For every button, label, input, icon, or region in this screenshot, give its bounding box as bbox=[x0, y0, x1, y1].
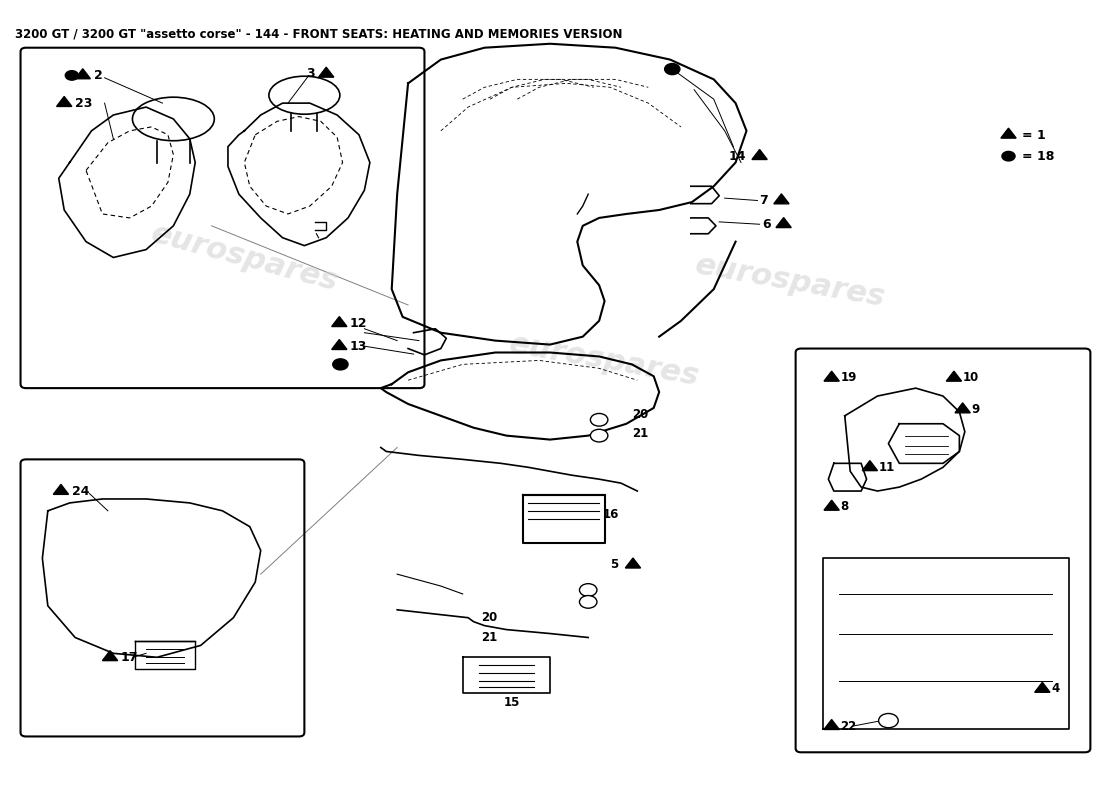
Text: 13: 13 bbox=[349, 340, 366, 353]
FancyBboxPatch shape bbox=[795, 349, 1090, 752]
Text: 19: 19 bbox=[840, 371, 857, 384]
Text: 12: 12 bbox=[349, 317, 366, 330]
Text: 21: 21 bbox=[631, 426, 648, 440]
Text: 15: 15 bbox=[504, 696, 520, 709]
Text: 20: 20 bbox=[481, 611, 497, 624]
Text: 7: 7 bbox=[760, 194, 768, 207]
FancyBboxPatch shape bbox=[21, 459, 305, 737]
Polygon shape bbox=[824, 500, 839, 510]
Polygon shape bbox=[946, 371, 961, 381]
Text: 3200 GT / 3200 GT "assetto corse" - 144 - FRONT SEATS: HEATING AND MEMORIES VERS: 3200 GT / 3200 GT "assetto corse" - 144 … bbox=[15, 28, 623, 41]
Polygon shape bbox=[625, 558, 640, 568]
Polygon shape bbox=[773, 194, 789, 204]
Text: 17: 17 bbox=[121, 650, 139, 664]
Text: 9: 9 bbox=[971, 403, 980, 416]
Text: 8: 8 bbox=[840, 500, 848, 514]
Text: eurospares: eurospares bbox=[147, 218, 341, 297]
Text: 4: 4 bbox=[1052, 682, 1059, 695]
Text: 5: 5 bbox=[610, 558, 619, 571]
Text: 10: 10 bbox=[962, 371, 979, 384]
Text: 2: 2 bbox=[94, 69, 102, 82]
Polygon shape bbox=[319, 67, 334, 77]
Text: = 1: = 1 bbox=[1022, 129, 1045, 142]
Circle shape bbox=[591, 430, 608, 442]
Polygon shape bbox=[1001, 128, 1016, 138]
Text: 21: 21 bbox=[481, 631, 497, 644]
Text: = 18: = 18 bbox=[1022, 150, 1054, 162]
Text: 3: 3 bbox=[307, 67, 316, 80]
Polygon shape bbox=[752, 150, 767, 159]
Polygon shape bbox=[75, 69, 90, 78]
Text: eurospares: eurospares bbox=[693, 250, 888, 312]
Text: 20: 20 bbox=[631, 408, 648, 421]
Text: 14: 14 bbox=[729, 150, 747, 162]
Circle shape bbox=[591, 414, 608, 426]
Circle shape bbox=[65, 70, 78, 80]
Polygon shape bbox=[824, 371, 839, 381]
Polygon shape bbox=[332, 339, 346, 350]
Text: 24: 24 bbox=[72, 485, 89, 498]
Text: 23: 23 bbox=[75, 97, 92, 110]
Polygon shape bbox=[955, 403, 970, 413]
Circle shape bbox=[1002, 151, 1015, 161]
Text: eurospares: eurospares bbox=[507, 330, 702, 391]
Polygon shape bbox=[862, 461, 878, 470]
FancyBboxPatch shape bbox=[21, 48, 425, 388]
Circle shape bbox=[333, 359, 348, 370]
Polygon shape bbox=[1035, 682, 1050, 692]
Text: 22: 22 bbox=[840, 720, 857, 733]
Polygon shape bbox=[824, 719, 839, 730]
Text: 6: 6 bbox=[762, 218, 770, 230]
Circle shape bbox=[879, 714, 899, 728]
Text: 16: 16 bbox=[603, 508, 619, 522]
Polygon shape bbox=[776, 218, 791, 227]
Polygon shape bbox=[56, 97, 72, 106]
Polygon shape bbox=[332, 317, 346, 326]
Circle shape bbox=[580, 584, 597, 596]
Circle shape bbox=[580, 595, 597, 608]
Circle shape bbox=[664, 63, 680, 74]
Polygon shape bbox=[102, 650, 118, 661]
Text: 11: 11 bbox=[879, 461, 894, 474]
Polygon shape bbox=[53, 484, 68, 494]
